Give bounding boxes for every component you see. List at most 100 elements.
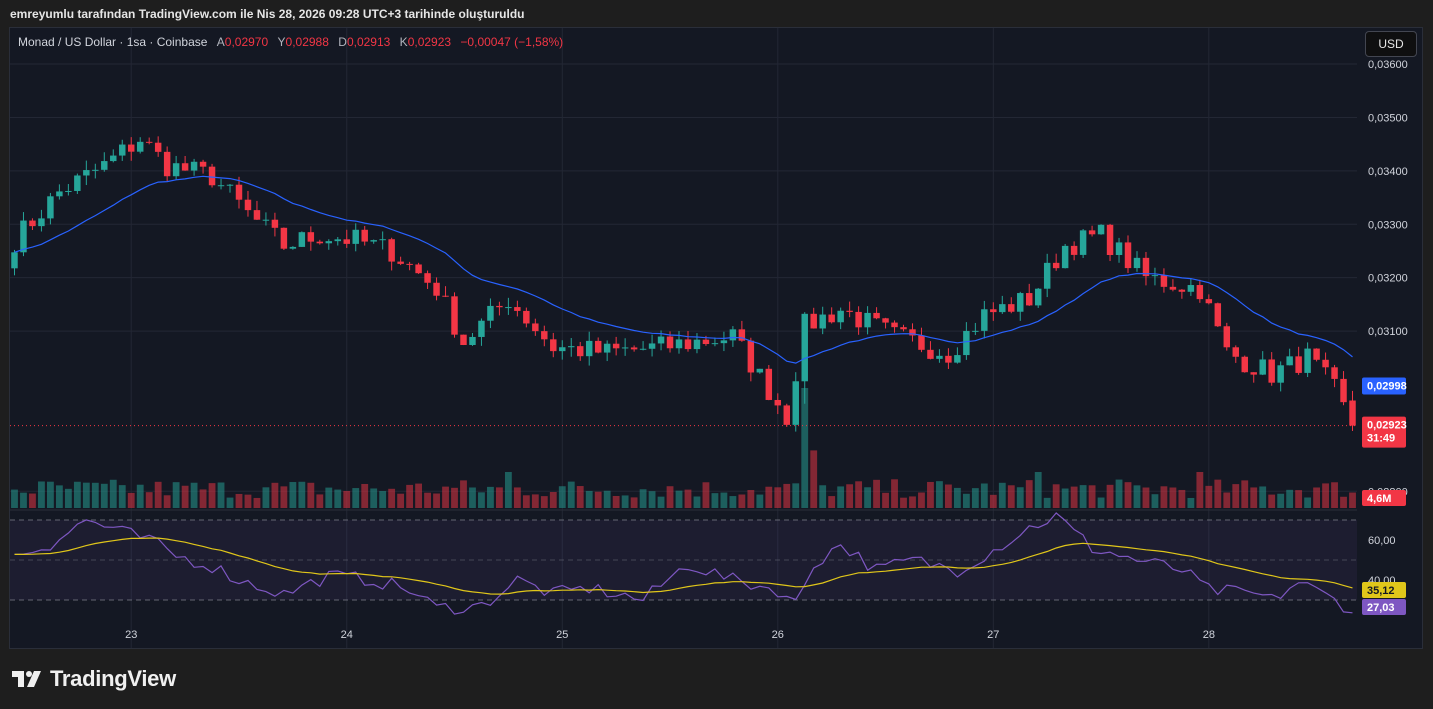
volume-bar bbox=[1223, 492, 1231, 508]
candle-body bbox=[1304, 348, 1311, 373]
symbol-name[interactable]: Monad / US Dollar · 1sa · Coinbase bbox=[18, 35, 208, 49]
volume-bar bbox=[20, 492, 27, 508]
volume-bar bbox=[1061, 488, 1069, 508]
volume-bar bbox=[962, 493, 970, 508]
volume-bar bbox=[765, 486, 773, 508]
volume-bar bbox=[944, 484, 952, 508]
candle-body bbox=[208, 166, 216, 186]
candle-body bbox=[280, 227, 288, 249]
candle-body bbox=[1232, 347, 1240, 357]
candle-body bbox=[119, 144, 126, 156]
candle-body bbox=[514, 307, 521, 311]
candle-body bbox=[469, 336, 476, 345]
candle-body bbox=[217, 185, 225, 187]
volume-bar bbox=[343, 490, 351, 508]
symbol-legend[interactable]: Monad / US Dollar · 1sa · Coinbase A0,02… bbox=[18, 35, 563, 49]
volume-bar bbox=[639, 489, 647, 508]
brand-name: TradingView bbox=[50, 666, 176, 691]
candle-body bbox=[657, 336, 665, 344]
volume-bar bbox=[1187, 497, 1195, 508]
volume-bar bbox=[1007, 485, 1015, 508]
rsi-value-tag: 27,03 bbox=[1362, 599, 1406, 615]
volume-bar bbox=[1331, 482, 1338, 508]
candle-body bbox=[837, 310, 844, 323]
candle-body bbox=[882, 318, 889, 323]
chart-caption: emreyumlu tarafından TradingView.com ile… bbox=[10, 7, 525, 21]
volume-bar bbox=[792, 483, 800, 508]
candle-body bbox=[379, 239, 386, 241]
volume-bar bbox=[307, 482, 315, 508]
volume-bar bbox=[855, 481, 863, 508]
volume-bar bbox=[630, 497, 638, 508]
volume-bars bbox=[11, 388, 1356, 508]
candle-body bbox=[1124, 242, 1132, 269]
candle-body bbox=[981, 309, 988, 331]
candle-body bbox=[675, 339, 683, 349]
volume-bar bbox=[280, 486, 288, 508]
volume-bar bbox=[711, 493, 719, 508]
volume-bar bbox=[379, 491, 387, 508]
rsi-ma-tag-text: 35,12 bbox=[1367, 585, 1395, 597]
volume-tag-text: 4,6M bbox=[1367, 493, 1391, 505]
volume-bar bbox=[1205, 485, 1213, 508]
volume-bar bbox=[1052, 484, 1060, 508]
candle-body bbox=[1250, 372, 1257, 375]
candle-body bbox=[828, 314, 835, 323]
volume-bar bbox=[38, 481, 45, 508]
candle-body bbox=[765, 368, 773, 400]
candle-body bbox=[621, 347, 629, 349]
volume-bar bbox=[1133, 485, 1141, 508]
volume-bar bbox=[900, 497, 907, 508]
volume-bar bbox=[199, 489, 207, 508]
candle-body bbox=[92, 169, 99, 171]
candle-body bbox=[406, 263, 413, 265]
volume-bar bbox=[1169, 487, 1177, 508]
candle-body bbox=[20, 220, 27, 253]
candle-body bbox=[855, 311, 862, 328]
last-price-tag-text: 0,02923 bbox=[1367, 420, 1407, 432]
candle-body bbox=[1241, 356, 1248, 373]
candle-body bbox=[1070, 245, 1078, 255]
volume-bar bbox=[540, 496, 548, 508]
volume-bar bbox=[73, 481, 81, 508]
candle-body bbox=[1097, 224, 1105, 235]
candle-body bbox=[271, 219, 279, 228]
time-tick-label: 27 bbox=[987, 629, 999, 641]
volume-bar bbox=[594, 491, 602, 508]
candle-body bbox=[388, 239, 395, 262]
volume-tag-background bbox=[1362, 490, 1406, 506]
volume-bar bbox=[720, 492, 728, 508]
volume-bar bbox=[1115, 479, 1123, 508]
volume-bar bbox=[127, 492, 135, 508]
tradingview-logo[interactable]: TradingView bbox=[12, 666, 176, 692]
volume-bar bbox=[1313, 487, 1321, 508]
candle-body bbox=[496, 305, 503, 308]
candle-body bbox=[990, 309, 997, 313]
rsi-line bbox=[14, 512, 1353, 615]
volume-bar bbox=[1088, 485, 1096, 508]
time-tick-label: 26 bbox=[772, 629, 784, 641]
open-value: 0,02970 bbox=[224, 35, 269, 49]
ma-value-tag-background bbox=[1362, 377, 1406, 395]
candle-body bbox=[585, 340, 593, 357]
candle-body bbox=[684, 339, 692, 350]
candle-body bbox=[460, 334, 467, 345]
currency-button[interactable]: USD bbox=[1365, 31, 1417, 57]
volume-bar bbox=[603, 490, 611, 508]
candle-body bbox=[1187, 285, 1195, 292]
candle-body bbox=[1295, 356, 1302, 373]
candle-body bbox=[945, 355, 952, 363]
volume-bar bbox=[621, 495, 629, 508]
candle-body bbox=[1017, 293, 1024, 312]
candle-body bbox=[972, 330, 979, 332]
volume-bar bbox=[666, 486, 674, 508]
volume-bar bbox=[109, 479, 117, 508]
volume-bar bbox=[1322, 483, 1329, 508]
open-label: A bbox=[216, 35, 225, 49]
close-label: K bbox=[399, 35, 408, 49]
volume-bar bbox=[298, 481, 306, 508]
candle-body bbox=[819, 314, 826, 329]
volume-bar bbox=[873, 479, 880, 508]
volume-bar bbox=[1250, 487, 1258, 508]
